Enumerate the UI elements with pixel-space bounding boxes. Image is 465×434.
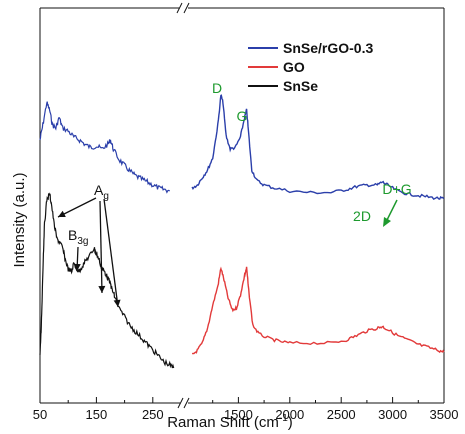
annotation-arrow-ag-2	[99, 200, 103, 294]
x-axis-title-end: )	[288, 414, 293, 431]
annotation-arrow-ag-1-head	[58, 210, 66, 217]
x-tick-label: 150	[86, 407, 108, 422]
x-tick-label: 250	[142, 407, 164, 422]
annotation-arrow-dg	[385, 199, 398, 223]
x-tick-label: 50	[33, 407, 47, 422]
legend-label: SnSe	[283, 78, 318, 94]
series-line-snse-rgo-0-3-low	[39, 101, 171, 194]
x-tick-label: 3500	[430, 407, 459, 422]
x-tick-label: 3000	[378, 407, 407, 422]
x-tick-label: 2000	[275, 407, 304, 422]
mode-label-ag: Ag	[94, 182, 109, 202]
series-line-go-high	[191, 266, 445, 355]
series-line-snse-rgo-0-3-high	[191, 94, 445, 200]
annotation-arrow-ag-2-head	[98, 285, 106, 293]
legend: SnSe/rGO-0.3 GO SnSe	[248, 40, 373, 94]
x-axis-title-main: Raman Shift (cm	[167, 414, 279, 431]
series-line-snse-low	[39, 192, 175, 369]
x-tick-label: 2500	[327, 407, 356, 422]
series-layer	[39, 94, 445, 369]
axis-break-mark	[176, 2, 183, 14]
annotation-arrow-ag-1	[57, 197, 97, 218]
axis-break-mark	[183, 2, 190, 14]
annotation-arrow-ag-3-head	[113, 299, 121, 307]
x-axis-title-sup: -1	[279, 413, 288, 424]
mode-label-b3g: B3g	[68, 227, 88, 247]
annotation-arrow-b3g-head	[73, 263, 81, 271]
x-tick-label: 1500	[224, 407, 253, 422]
axis-break-mark	[177, 397, 184, 409]
legend-label: SnSe/rGO-0.3	[283, 40, 373, 56]
axis-break-mark	[183, 397, 190, 409]
annotation-layer: DG 2D D+G Ag B3g	[57, 80, 412, 308]
axis-break-gap	[179, 5, 188, 11]
y-axis-title: Intensity (a.u.)	[11, 172, 28, 267]
peak-label-2d: 2D	[353, 208, 371, 224]
legend-label: GO	[283, 59, 305, 75]
annotation-arrow-ag-3	[103, 198, 119, 308]
peak-label-d-plus-g: D+G	[382, 181, 411, 197]
ticks-layer: 50 150 250 1500 2000 2500 3000 3500	[33, 397, 459, 422]
peak-label-g: G	[237, 108, 248, 124]
x-axis-title: Raman Shift (cm-1)	[167, 413, 293, 431]
annotation-arrowhead-dg	[383, 217, 391, 227]
peak-label-d: D	[212, 80, 222, 96]
